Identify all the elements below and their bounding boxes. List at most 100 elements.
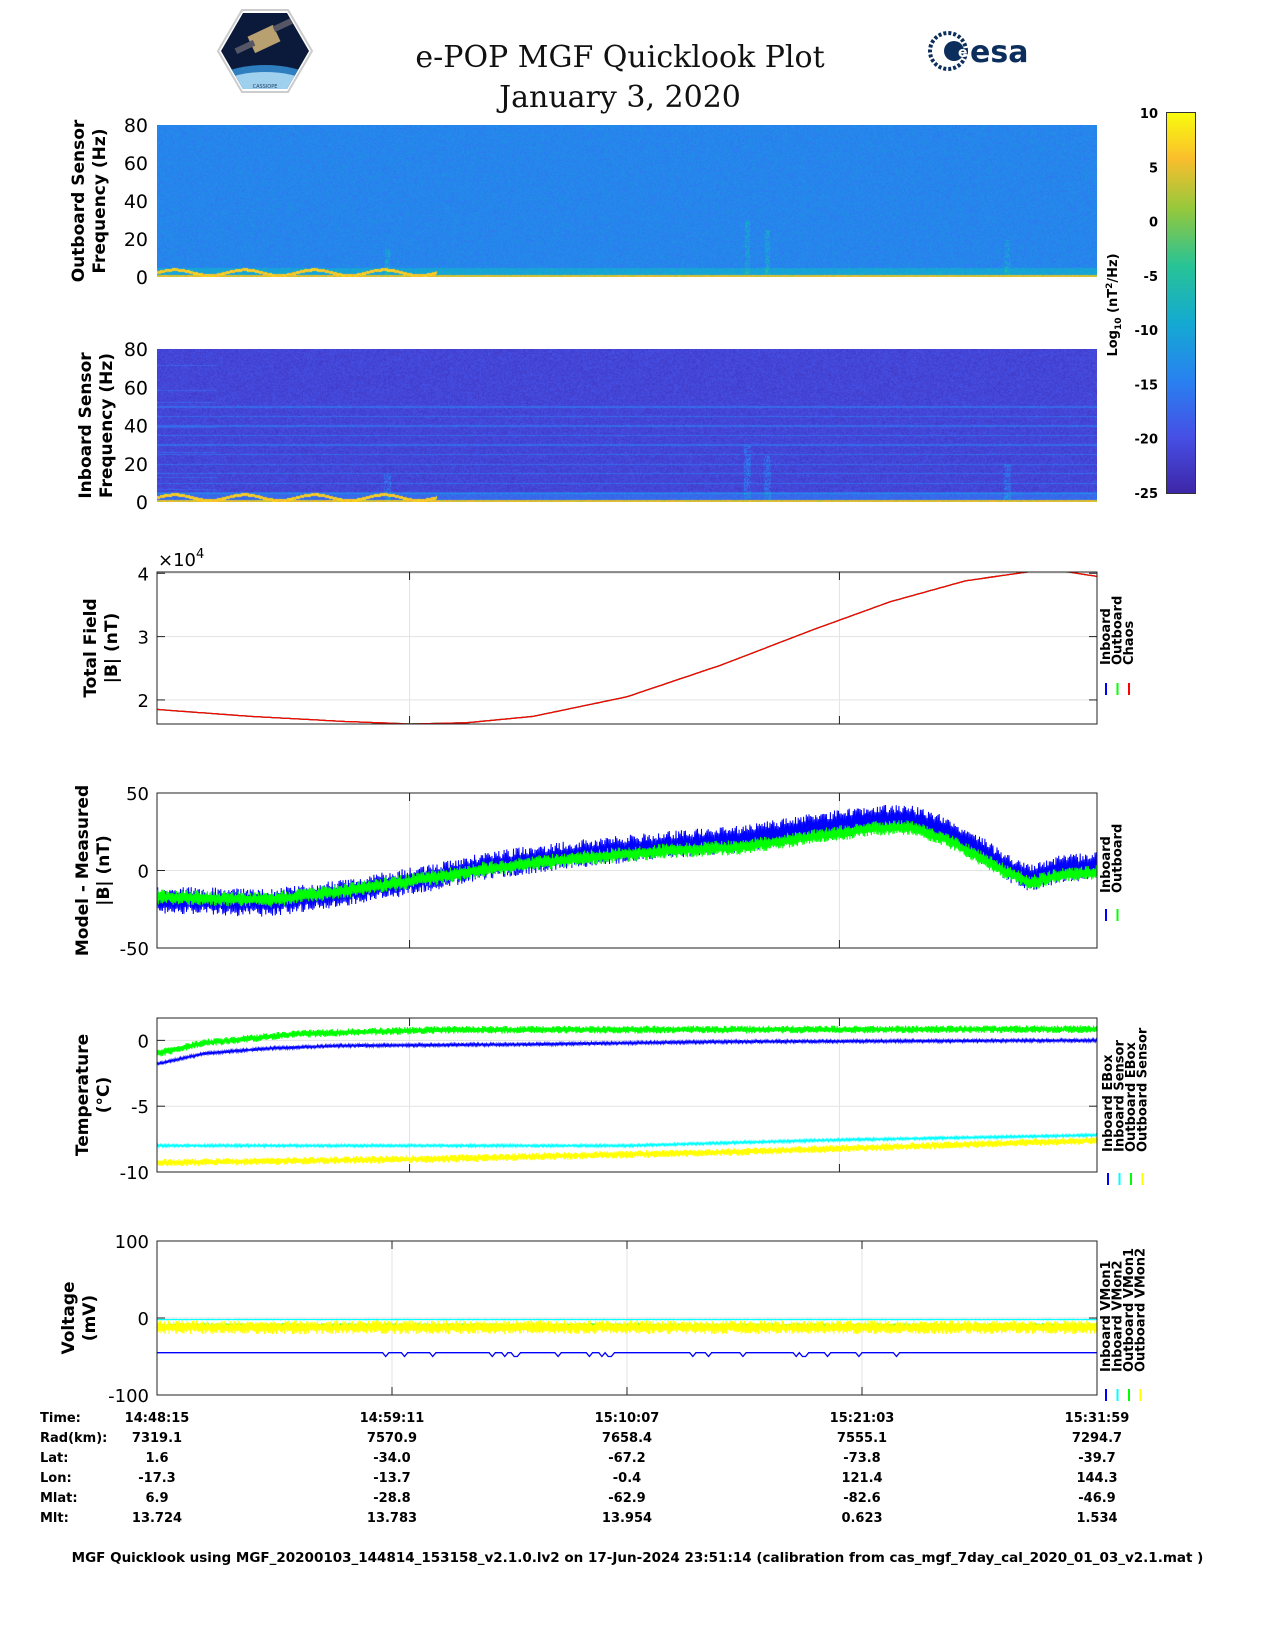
ephemeris-row-label: Lon:	[40, 1471, 72, 1486]
ephemeris-row-label: Time:	[40, 1411, 81, 1426]
esa-logo: e esa	[928, 31, 1028, 71]
ephemeris-cell: 7294.7	[1071, 1431, 1123, 1446]
outboard-spectrogram	[157, 125, 1097, 277]
colorbar-tick-label: -15	[1135, 378, 1159, 393]
ephemeris-cell: -13.7	[373, 1471, 411, 1486]
ephemeris-cell: 1.534	[1076, 1511, 1118, 1526]
ytick-label: 0	[138, 1309, 149, 1330]
colorbar-tick-label: 5	[1149, 161, 1158, 176]
ephemeris-cell: -82.6	[843, 1491, 881, 1506]
ephemeris-cell: 0.623	[841, 1511, 883, 1526]
ytick-label: 80	[124, 115, 148, 137]
ylabel-line1: Total Field	[81, 598, 101, 697]
ephemeris-row-label: Lat:	[40, 1451, 69, 1466]
ytick-label: 0	[138, 862, 149, 883]
ephemeris-cell: -0.4	[612, 1471, 642, 1486]
legend-label: Outboard VMon1	[1122, 1248, 1137, 1372]
plot-frame	[156, 792, 1098, 949]
ephemeris-cell: 13.724	[131, 1511, 183, 1526]
title-text: e-POP MGF Quicklook Plot	[415, 40, 825, 75]
svg-text:e: e	[958, 45, 968, 61]
ytick-label: 60	[124, 153, 148, 175]
ylabel: Voltage (mV)	[59, 1281, 100, 1354]
ytick-label: 40	[124, 191, 148, 213]
colorbar-tick-label: -20	[1135, 433, 1159, 448]
footer-text: MGF Quicklook using MGF_20200103_144814_…	[71, 1550, 1204, 1566]
ephemeris-cell: 7555.1	[836, 1431, 888, 1446]
ytick-label: 60	[124, 377, 148, 399]
legend-label: Chaos	[1122, 621, 1137, 665]
plot-frame	[156, 1017, 1098, 1173]
legend-label: Inboard	[1099, 608, 1114, 665]
ephemeris-cell: -67.2	[608, 1451, 646, 1466]
legend-label: Outboard VMon2	[1134, 1248, 1149, 1372]
ephemeris-cell: 7570.9	[366, 1431, 418, 1446]
ylabel-line2: (°C)	[94, 1077, 114, 1114]
legend-label: Outboard Sensor	[1136, 1027, 1151, 1152]
ylabel-line1: Temperature	[73, 1034, 93, 1156]
ephemeris-cell: 15:31:59	[1064, 1411, 1130, 1426]
ylabel-line2: (mV)	[80, 1295, 100, 1341]
ytick-label: 0	[136, 267, 148, 289]
ytick-label: -100	[108, 1386, 149, 1407]
ephemeris-cell: 6.9	[145, 1491, 169, 1506]
ephemeris-cell: 7658.4	[601, 1431, 653, 1446]
ytick-label: -5	[131, 1097, 149, 1118]
legend-label: Outboard EBox	[1124, 1042, 1139, 1152]
axis-multiplier: ×104	[158, 547, 204, 571]
ylabel-line1: Outboard Sensor	[69, 119, 89, 282]
ephemeris-cell: 15:10:07	[594, 1411, 660, 1426]
colorbar-tick-label: -5	[1144, 270, 1158, 285]
plot-frame	[156, 1240, 1098, 1396]
ylabel: Total Field |B| (nT)	[81, 598, 122, 697]
colorbar-tick-label: -25	[1135, 487, 1159, 502]
ytick-label: 0	[138, 1031, 149, 1052]
series-inboard-ebox	[157, 1037, 1097, 1066]
ylabel-line2: Frequency (Hz)	[90, 128, 110, 273]
plot-frame	[156, 571, 1098, 725]
cassiope-logo-text: CASSIOPE	[253, 84, 278, 90]
svg-text:esa: esa	[970, 35, 1028, 70]
ylabel-line2: |B| (nT)	[94, 835, 114, 906]
ylabel-line1: Model - Measured	[73, 785, 93, 956]
ytick-label: -10	[120, 1163, 149, 1184]
ephemeris-cell: -17.3	[138, 1471, 176, 1486]
colorbar-tick-label: -10	[1135, 324, 1159, 339]
legend-label: Inboard	[1099, 836, 1114, 893]
series-inboard-vmon2	[157, 1318, 1097, 1321]
ytick-label: 100	[115, 1232, 149, 1253]
ephemeris-cell: -39.7	[1078, 1451, 1116, 1466]
ephemeris-row-label: Mlat:	[40, 1491, 78, 1506]
plot-area	[157, 572, 1097, 724]
ephemeris-cell: -34.0	[373, 1451, 411, 1466]
title-date: January 3, 2020	[499, 80, 741, 115]
legend-label: Inboard EBox	[1101, 1054, 1116, 1152]
legend-label: Outboard	[1111, 824, 1126, 893]
ytick-label: 80	[124, 339, 148, 361]
ytick-label: -50	[120, 939, 149, 960]
colorbar-label: Log10 (nT2/Hz)	[1105, 253, 1124, 356]
legend-label: Outboard	[1111, 596, 1126, 665]
colorbar-tick-label: 10	[1140, 107, 1158, 122]
inboard-spectrogram	[157, 349, 1097, 502]
ylabel-line1: Voltage	[59, 1281, 79, 1354]
legend-label: Inboard VMon1	[1099, 1260, 1114, 1372]
ephemeris-cell: 15:21:03	[829, 1411, 895, 1426]
legend-label: Inboard VMon2	[1111, 1260, 1126, 1372]
ephemeris-row-label: Mlt:	[40, 1511, 69, 1526]
series-outboard-vmon2	[157, 1320, 1097, 1335]
spectrogram-ylabel: Inboard Sensor Frequency (Hz)	[76, 352, 117, 499]
ephemeris-cell: 7319.1	[131, 1431, 183, 1446]
series-chaos	[157, 572, 1097, 724]
ylabel: Temperature (°C)	[73, 1034, 114, 1156]
colorbar	[1166, 112, 1196, 494]
cassiope-logo: CASSIOPE	[216, 9, 314, 93]
ytick-label: 0	[136, 492, 148, 514]
series-outboard-sensor	[157, 1137, 1097, 1167]
ephemeris-cell: 121.4	[841, 1471, 883, 1486]
ytick-label: 4	[138, 564, 149, 585]
ephemeris-cell: -73.8	[843, 1451, 881, 1466]
series-inboard-vmon1	[157, 1351, 1097, 1358]
ytick-label: 20	[124, 229, 148, 251]
